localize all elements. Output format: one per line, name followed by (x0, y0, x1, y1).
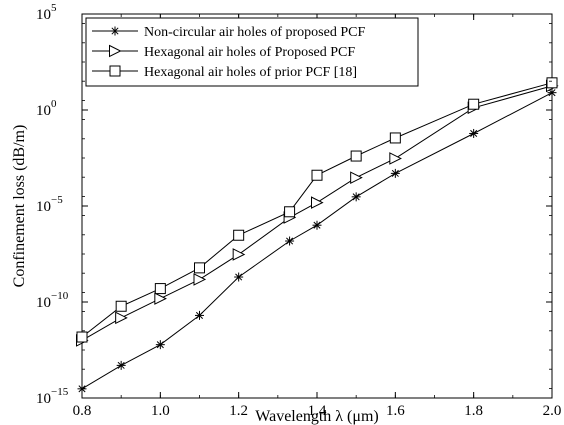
y-tick-exponent: −15 (51, 386, 69, 398)
data-point (116, 360, 126, 370)
y-tick-exponent: 5 (51, 2, 57, 14)
data-point (234, 272, 244, 282)
y-tick-label: 10−15 (36, 386, 69, 407)
x-tick-label: 1.6 (386, 403, 405, 419)
data-point (311, 196, 324, 209)
data-point (547, 88, 557, 98)
legend-label: Hexagonal air holes of prior PCF [18] (144, 65, 357, 80)
x-tick-label: 1.8 (464, 403, 483, 419)
series-layer (76, 77, 559, 394)
data-point (115, 300, 127, 312)
legend-item: Hexagonal air holes of Proposed PCF (92, 44, 355, 60)
x-tick-label: 1.0 (151, 403, 170, 419)
x-axis-label: Wavelength λ (μm) (255, 408, 378, 425)
data-point (389, 152, 402, 165)
y-tick-exponent: −5 (51, 194, 63, 206)
data-point (284, 206, 296, 218)
legend-item: Non-circular air holes of proposed PCF (92, 25, 365, 40)
x-tick-label: 0.8 (73, 403, 92, 419)
data-point (351, 192, 361, 202)
data-point (195, 310, 204, 320)
legend-box (85, 17, 419, 87)
series-1 (77, 88, 557, 394)
data-point (155, 340, 165, 350)
y-tick-label: 105 (36, 2, 57, 23)
y-tick-exponent: −10 (51, 290, 69, 302)
data-point (232, 248, 246, 261)
legend-marker (110, 26, 120, 36)
data-point (389, 132, 401, 144)
data-point (312, 220, 322, 230)
legend: Non-circular air holes of proposed PCF He… (85, 17, 419, 87)
data-point (546, 77, 558, 89)
x-tick-label: 2.0 (543, 403, 562, 419)
data-point (233, 229, 245, 241)
data-point (350, 150, 362, 162)
data-point (154, 283, 166, 295)
y-axis-label: Confinement loss (dB/m) (11, 125, 28, 288)
axes-layer: 0.8 1.0 1.2 1.4 1.6 1.8 2.0 10−15 10−10 10−5 100 10… (36, 2, 561, 419)
data-point (311, 169, 323, 181)
x-tick-label: 1.2 (229, 403, 248, 419)
data-point (194, 262, 205, 274)
y-tick-label: 100 (36, 98, 57, 119)
data-point (115, 311, 128, 325)
series-3 (76, 77, 558, 343)
data-point (154, 292, 167, 305)
y-tick-exponent: 0 (51, 98, 57, 110)
legend-label: Hexagonal air holes of Proposed PCF (144, 45, 355, 60)
data-point (76, 331, 88, 343)
data-point (350, 171, 363, 184)
legend-marker (109, 44, 122, 58)
data-point (193, 273, 207, 286)
data-point (285, 236, 295, 246)
legend-item: Hexagonal air holes of prior PCF [18] (92, 65, 357, 80)
data-point (468, 98, 480, 110)
data-point (77, 384, 87, 394)
y-tick-label: 10−10 (36, 290, 69, 311)
legend-label: Non-circular air holes of proposed PCF (144, 25, 365, 40)
legend-marker (109, 65, 121, 77)
data-point (390, 168, 400, 178)
x-tick-label: 1.4 (308, 403, 327, 419)
y-tick-label: 10−5 (36, 194, 63, 215)
data-point (469, 128, 479, 138)
